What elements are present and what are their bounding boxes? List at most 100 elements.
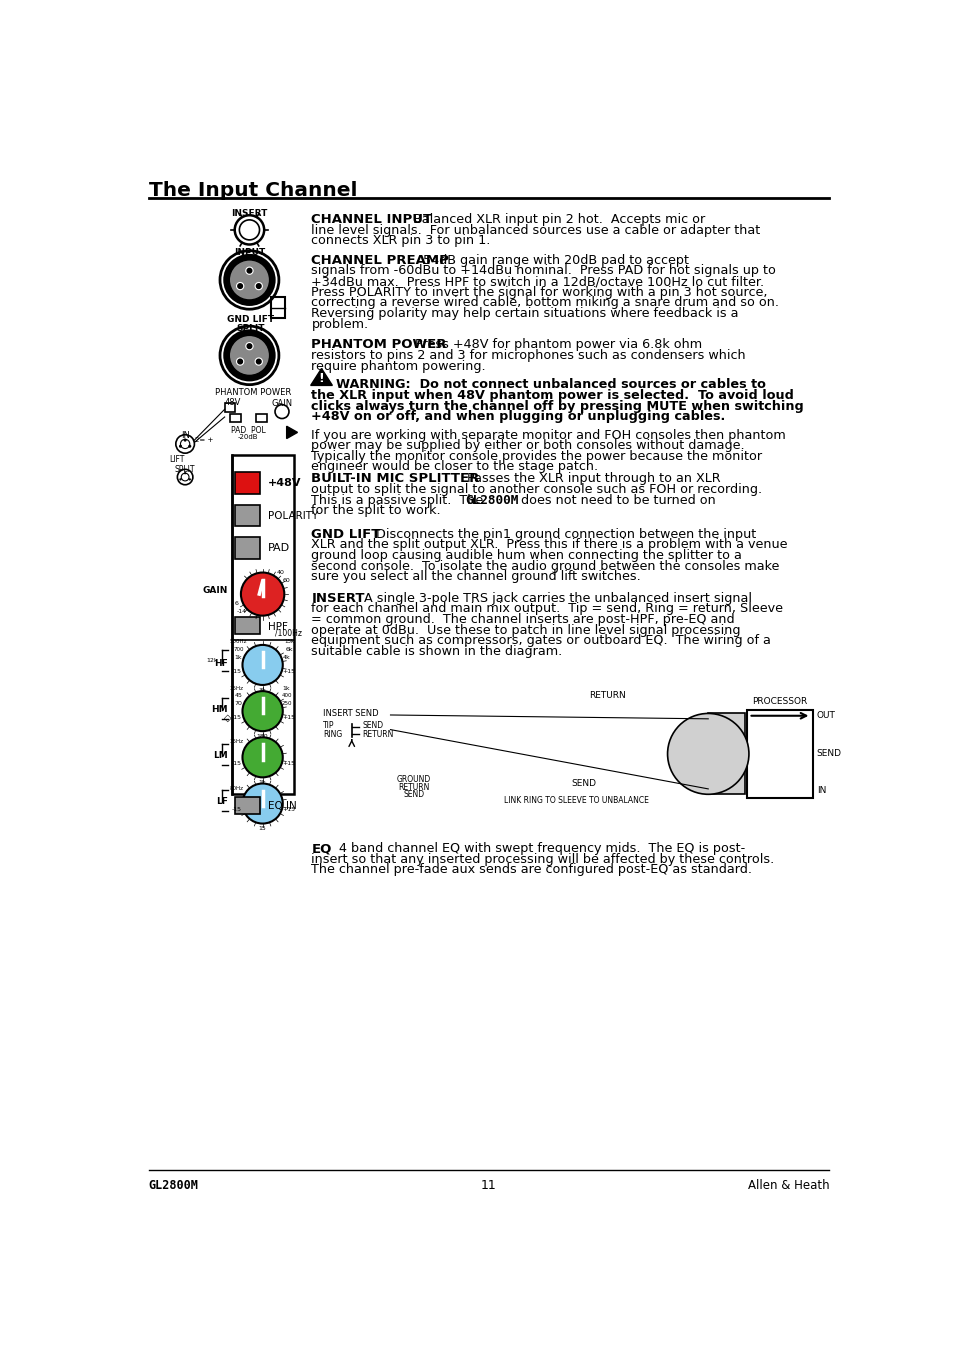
Text: BUILT-IN MIC SPLITTER: BUILT-IN MIC SPLITTER bbox=[311, 473, 479, 485]
Text: 35Hz: 35Hz bbox=[230, 739, 244, 744]
Text: the XLR input when 48V phantom power is selected.  To avoid loud: the XLR input when 48V phantom power is … bbox=[311, 389, 794, 403]
Circle shape bbox=[247, 269, 252, 273]
Circle shape bbox=[241, 573, 284, 616]
Text: 500Hz: 500Hz bbox=[230, 639, 247, 644]
Text: Reversing polarity may help certain situations where feedback is a: Reversing polarity may help certain situ… bbox=[311, 307, 739, 320]
Text: second console.  To isolate the audio ground between the consoles make: second console. To isolate the audio gro… bbox=[311, 559, 779, 573]
Text: suitable cable is shown in the diagram.: suitable cable is shown in the diagram. bbox=[311, 644, 562, 658]
Text: GND LIFT: GND LIFT bbox=[311, 528, 380, 540]
Text: -15: -15 bbox=[231, 761, 241, 766]
Circle shape bbox=[256, 284, 261, 288]
Circle shape bbox=[179, 444, 182, 447]
Text: HPF: HPF bbox=[268, 623, 288, 632]
Text: signals from -60dBu to +14dBu nominal.  Press PAD for hot signals up to: signals from -60dBu to +14dBu nominal. P… bbox=[311, 265, 776, 277]
Bar bbox=[255, 413, 266, 423]
Text: -15: -15 bbox=[231, 669, 241, 674]
Text: XLR and the split output XLR.  Press this if there is a problem with a venue: XLR and the split output XLR. Press this… bbox=[311, 539, 787, 551]
Circle shape bbox=[237, 284, 242, 288]
Text: Passes the XLR input through to an XLR: Passes the XLR input through to an XLR bbox=[455, 473, 720, 485]
Text: output to split the signal to another console such as FOH or recording.: output to split the signal to another co… bbox=[311, 484, 761, 496]
Text: 60: 60 bbox=[283, 578, 291, 582]
Text: 1k: 1k bbox=[258, 781, 266, 785]
Text: 48V: 48V bbox=[224, 397, 240, 407]
Text: CHANNEL PREAMP: CHANNEL PREAMP bbox=[311, 254, 449, 266]
Text: 400: 400 bbox=[281, 693, 292, 698]
Text: +15: +15 bbox=[282, 807, 295, 812]
Text: 45: 45 bbox=[234, 693, 242, 698]
Bar bbox=[235, 538, 260, 559]
Polygon shape bbox=[311, 369, 332, 385]
Text: 54dB gain range with 20dB pad to accept: 54dB gain range with 20dB pad to accept bbox=[410, 254, 688, 266]
Text: sure you select all the channel ground lift switches.: sure you select all the channel ground l… bbox=[311, 570, 640, 584]
Text: HM: HM bbox=[211, 705, 228, 715]
Circle shape bbox=[242, 692, 282, 731]
Text: 70: 70 bbox=[234, 701, 242, 707]
Text: EQ: EQ bbox=[311, 842, 332, 855]
Text: 3k: 3k bbox=[258, 688, 266, 693]
Circle shape bbox=[229, 259, 270, 300]
Text: RING: RING bbox=[323, 731, 342, 739]
Text: A single 3-pole TRS jack carries the unbalanced insert signal: A single 3-pole TRS jack carries the unb… bbox=[352, 592, 751, 605]
Text: /100Hz: /100Hz bbox=[274, 628, 302, 638]
Text: POLARITY: POLARITY bbox=[268, 511, 318, 520]
Bar bbox=[271, 297, 285, 319]
Text: = common ground.  The channel inserts are post-HPF, pre-EQ and: = common ground. The channel inserts are… bbox=[311, 613, 735, 626]
Text: HF: HF bbox=[213, 659, 228, 667]
Text: 80Hz: 80Hz bbox=[230, 786, 244, 790]
Text: -14: -14 bbox=[236, 609, 246, 615]
Text: LF: LF bbox=[215, 797, 228, 807]
Text: connects XLR pin 3 to pin 1.: connects XLR pin 3 to pin 1. bbox=[311, 234, 490, 247]
Circle shape bbox=[255, 282, 262, 289]
Text: power may be supplied by either or both consoles without damage.: power may be supplied by either or both … bbox=[311, 439, 744, 453]
Circle shape bbox=[179, 478, 181, 481]
Text: +15: +15 bbox=[282, 669, 295, 674]
Text: The channel pre-fade aux sends are configured post-EQ as standard.: The channel pre-fade aux sends are confi… bbox=[311, 863, 752, 877]
Text: INPUT: INPUT bbox=[233, 249, 265, 257]
Text: engineer would be closer to the stage patch.: engineer would be closer to the stage pa… bbox=[311, 461, 598, 473]
Text: IN: IN bbox=[816, 786, 825, 794]
Text: Allen & Heath: Allen & Heath bbox=[747, 1179, 828, 1193]
Text: 2= +: 2= + bbox=[195, 438, 213, 443]
Bar bbox=[235, 473, 260, 494]
Circle shape bbox=[188, 444, 192, 447]
Text: 1k: 1k bbox=[282, 685, 290, 690]
Text: GAIN: GAIN bbox=[202, 586, 228, 594]
Text: !: ! bbox=[318, 372, 324, 385]
Circle shape bbox=[255, 358, 262, 365]
Text: 6: 6 bbox=[234, 601, 238, 607]
Text: INSERT SEND: INSERT SEND bbox=[323, 709, 378, 717]
Bar bbox=[232, 455, 294, 794]
Bar bbox=[707, 713, 744, 794]
Text: PHANTOM POWER: PHANTOM POWER bbox=[215, 389, 292, 397]
Text: RETURN: RETURN bbox=[589, 690, 625, 700]
Text: +15: +15 bbox=[282, 715, 295, 720]
Text: +48V on or off, and when plugging or unplugging cables.: +48V on or off, and when plugging or unp… bbox=[311, 411, 725, 423]
Text: TIP: TIP bbox=[323, 721, 335, 731]
Text: EQ IN: EQ IN bbox=[268, 801, 296, 811]
Text: Press +48V for phantom power via 6.8k ohm: Press +48V for phantom power via 6.8k oh… bbox=[402, 339, 701, 351]
Text: 1k: 1k bbox=[234, 655, 242, 659]
Text: IN: IN bbox=[180, 431, 190, 440]
Text: does not need to be turned on: does not need to be turned on bbox=[517, 493, 715, 507]
Text: GROUND: GROUND bbox=[396, 775, 431, 784]
Text: correcting a reverse wired cable, bottom miking a snare drum and so on.: correcting a reverse wired cable, bottom… bbox=[311, 296, 779, 309]
Text: CHANNEL INPUT: CHANNEL INPUT bbox=[311, 213, 432, 226]
Text: LINK RING TO SLEEVE TO UNBALANCE: LINK RING TO SLEEVE TO UNBALANCE bbox=[503, 796, 648, 805]
Polygon shape bbox=[286, 426, 297, 439]
Text: +48V: +48V bbox=[268, 478, 301, 488]
Text: -15: -15 bbox=[231, 715, 241, 720]
Text: for each channel and main mix output.  Tip = send, Ring = return, Sleeve: for each channel and main mix output. Ti… bbox=[311, 603, 782, 616]
Text: GL2800M: GL2800M bbox=[464, 493, 517, 507]
Circle shape bbox=[256, 359, 261, 363]
Text: +34dBu max.  Press HPF to switch in a 12dB/octave 100Hz lo cut filter.: +34dBu max. Press HPF to switch in a 12d… bbox=[311, 276, 763, 288]
Text: RETURN: RETURN bbox=[397, 782, 429, 792]
Text: line level signals.  For unbalanced sources use a cable or adapter that: line level signals. For unbalanced sourc… bbox=[311, 223, 760, 236]
Circle shape bbox=[242, 784, 282, 824]
Text: 180: 180 bbox=[256, 734, 268, 739]
Text: require phantom powering.: require phantom powering. bbox=[311, 359, 486, 373]
Text: +15: +15 bbox=[282, 761, 295, 766]
Text: insert so that any inserted processing will be affected by these controls.: insert so that any inserted processing w… bbox=[311, 852, 774, 866]
Text: resistors to pins 2 and 3 for microphones such as condensers which: resistors to pins 2 and 3 for microphone… bbox=[311, 349, 745, 362]
Circle shape bbox=[183, 439, 187, 442]
Text: operate at 0dBu.  Use these to patch in line level signal processing: operate at 0dBu. Use these to patch in l… bbox=[311, 624, 740, 636]
